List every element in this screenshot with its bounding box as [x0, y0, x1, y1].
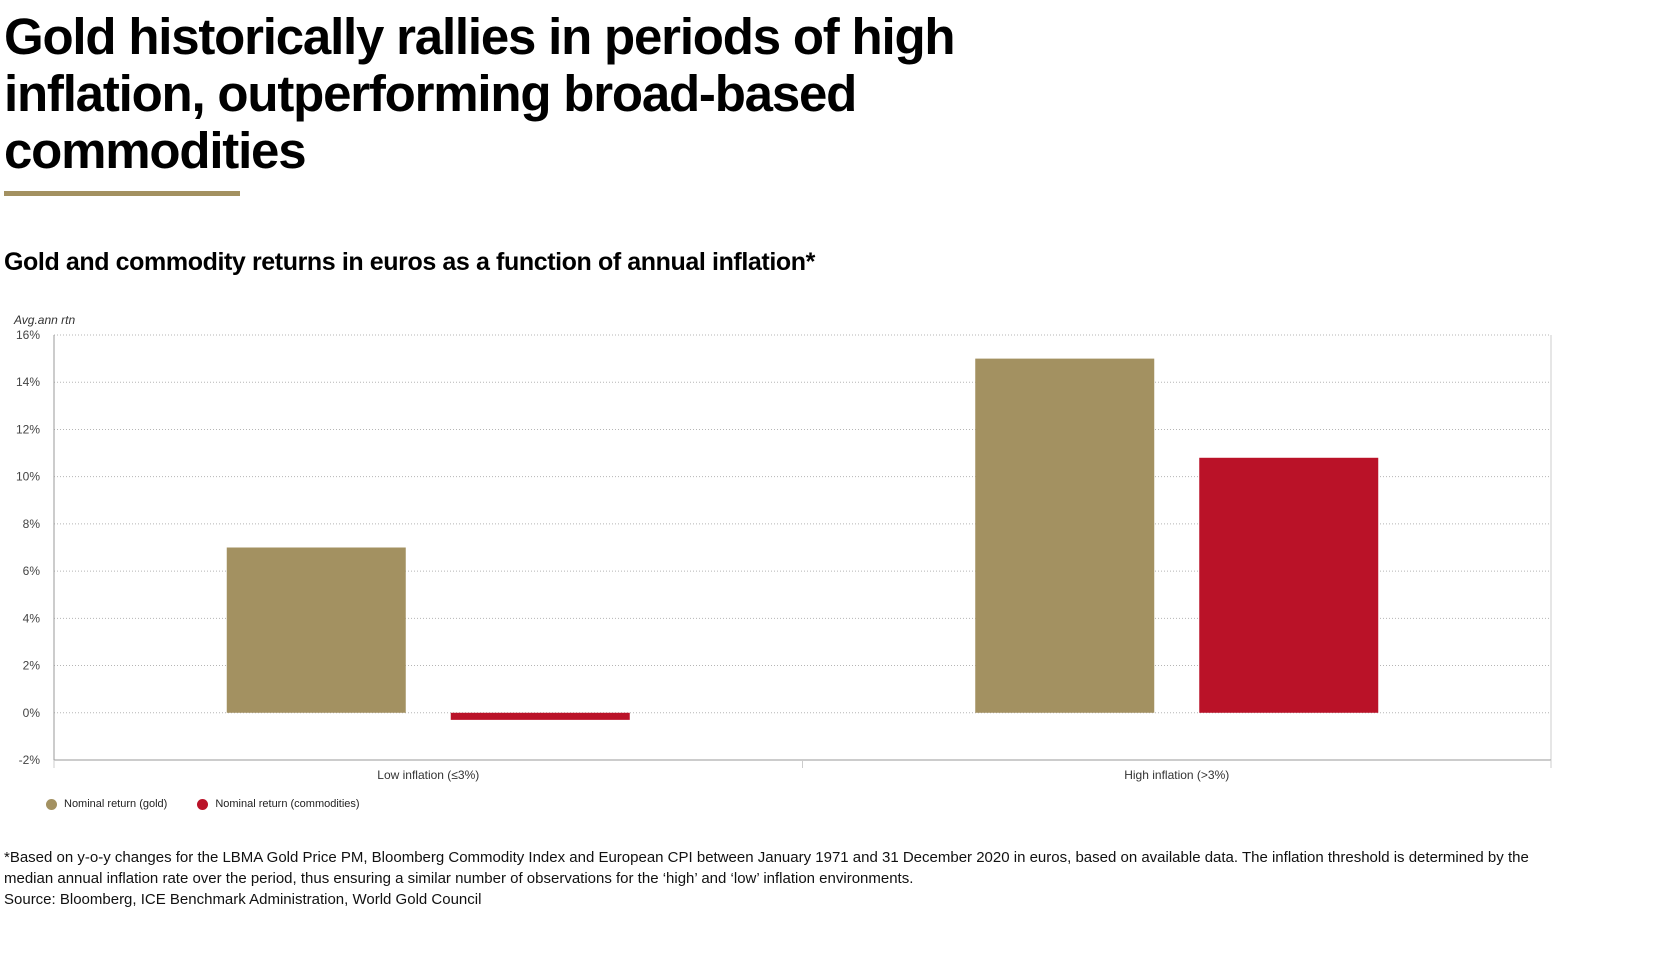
legend-swatch-commodities — [197, 798, 209, 810]
y-tick-label: 8% — [23, 517, 41, 531]
legend-label-commodities: Nominal return (commodities) — [215, 798, 360, 810]
chart-legend: Nominal return (gold) Nominal return (co… — [46, 798, 390, 810]
y-tick-label: 14% — [16, 375, 40, 389]
page-title: Gold historically rallies in periods of … — [4, 8, 956, 179]
bar-gold-high — [975, 358, 1155, 713]
source-text: Source: Bloomberg, ICE Benchmark Adminis… — [4, 891, 482, 908]
chart-title: Gold and commodity returns in euros as a… — [4, 248, 815, 276]
y-tick-label: 6% — [23, 564, 41, 578]
y-tick-label: 2% — [23, 659, 41, 673]
chart-footnote: *Based on y-o-y changes for the LBMA Gol… — [4, 847, 1554, 910]
y-tick-label: 0% — [23, 706, 41, 720]
x-category-label: High inflation (>3%) — [1124, 768, 1229, 782]
y-axis-title: Avg.ann rtn — [13, 313, 75, 327]
legend-label-gold: Nominal return (gold) — [64, 798, 168, 810]
bar-commodities-low — [450, 712, 630, 720]
y-tick-label: 10% — [16, 470, 40, 484]
legend-item-commodities: Nominal return (commodities) — [197, 798, 360, 810]
y-tick-label: -2% — [19, 753, 41, 767]
legend-item-gold: Nominal return (gold) — [46, 798, 167, 810]
footnote-text: *Based on y-o-y changes for the LBMA Gol… — [4, 849, 1529, 887]
bar-commodities-high — [1199, 457, 1379, 713]
x-category-label: Low inflation (≤3%) — [377, 768, 479, 782]
bar-chart: Avg.ann rtn -2% 0% 2% 4% 6% 8% 10% 12% 14% 16% Low … — [13, 313, 1552, 782]
legend-swatch-gold — [46, 798, 57, 810]
title-underline — [4, 191, 240, 196]
y-tick-label: 12% — [16, 422, 40, 436]
y-tick-label: 16% — [16, 328, 40, 342]
y-tick-label: 4% — [23, 611, 41, 625]
bar-gold-low — [226, 547, 406, 713]
